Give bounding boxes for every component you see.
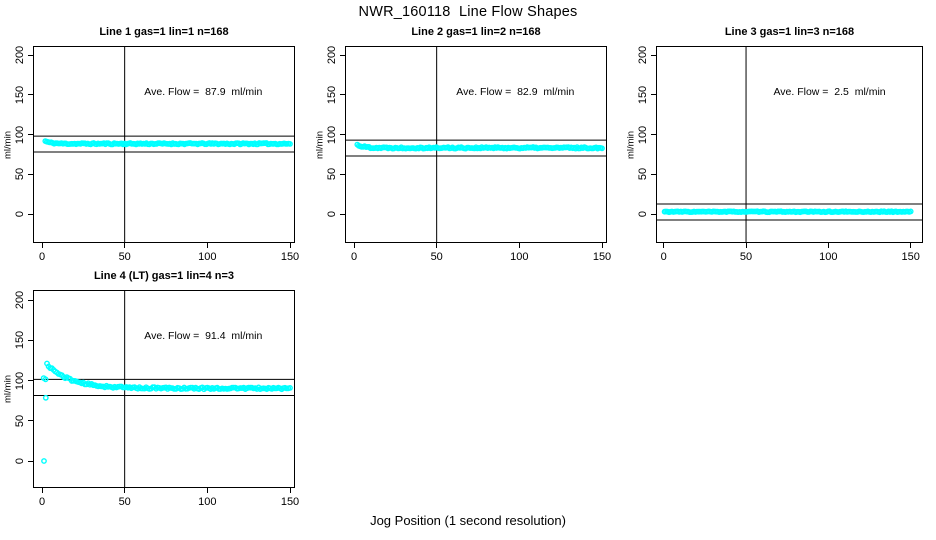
panel-line-4: Line 4 (LT) gas=1 lin=4 n=3 Ave. Flow = … xyxy=(3,270,300,508)
figure-title: NWR_160118 Line Flow Shapes xyxy=(358,4,578,20)
y-tick-mark xyxy=(651,173,656,175)
y-tick-label: 100 xyxy=(326,125,338,144)
x-tick-mark xyxy=(601,243,603,248)
y-tick-label: 200 xyxy=(14,45,26,65)
y-tick-label: 200 xyxy=(637,45,649,65)
panel-line-1: Line 1 gas=1 lin=1 n=168 Ave. Flow = 87.… xyxy=(3,26,300,263)
ave-flow-annotation: Ave. Flow = 82.9 ml/min xyxy=(456,86,575,98)
y-tick-label: 150 xyxy=(14,331,26,350)
y-tick-label: 150 xyxy=(637,85,649,104)
x-tick-label: 100 xyxy=(510,251,529,263)
ave-flow-annotation: Ave. Flow = 87.9 ml/min xyxy=(144,86,263,98)
scatter-plot-line-1 xyxy=(33,46,295,243)
y-tick-label: 200 xyxy=(14,290,26,310)
x-tick-label: 100 xyxy=(198,496,217,508)
x-tick-label: 0 xyxy=(38,251,46,263)
panel-title: Line 2 gas=1 lin=2 n=168 xyxy=(411,26,541,38)
scatter-plot-line-3 xyxy=(656,46,923,243)
y-tick-mark xyxy=(651,134,656,135)
x-tick-label: 150 xyxy=(592,251,612,263)
x-tick-mark xyxy=(745,243,747,248)
y-tick-mark xyxy=(28,54,33,56)
panel-title: Line 1 gas=1 lin=1 n=168 xyxy=(99,26,229,38)
x-tick-mark xyxy=(206,488,208,493)
y-tick-mark xyxy=(340,54,345,56)
y-tick-mark xyxy=(28,173,33,175)
y-axis-label: ml/min xyxy=(314,130,326,159)
y-tick-label: 50 xyxy=(14,414,26,427)
ave-flow-annotation: Ave. Flow = 91.4 ml/min xyxy=(144,330,263,342)
x-tick-label: 50 xyxy=(430,251,443,263)
x-tick-mark xyxy=(827,243,829,248)
x-tick-mark xyxy=(663,243,665,248)
y-tick-mark xyxy=(28,380,33,381)
x-tick-mark xyxy=(353,243,355,248)
y-tick-mark xyxy=(340,94,345,96)
x-tick-label: 150 xyxy=(280,251,300,263)
y-tick-label: 200 xyxy=(326,45,338,65)
x-tick-label: 0 xyxy=(38,496,46,508)
scatter-plot-line-2 xyxy=(345,46,607,243)
y-tick-label: 0 xyxy=(14,210,26,218)
y-axis-label: ml/min xyxy=(625,130,637,159)
x-tick-mark xyxy=(289,243,291,248)
y-tick-mark xyxy=(651,94,656,96)
y-tick-mark xyxy=(28,94,33,96)
x-tick-label: 50 xyxy=(118,496,131,508)
y-tick-mark xyxy=(340,213,345,215)
y-tick-label: 150 xyxy=(326,85,338,104)
y-tick-mark xyxy=(28,213,33,215)
y-tick-label: 0 xyxy=(14,457,26,465)
y-tick-label: 50 xyxy=(14,168,26,181)
y-tick-mark xyxy=(651,213,656,215)
x-tick-label: 0 xyxy=(660,251,667,263)
panel-line-3: Line 3 gas=1 lin=3 n=168 Ave. Flow = 2.5… xyxy=(626,26,923,263)
x-tick-mark xyxy=(518,243,520,248)
y-tick-mark xyxy=(28,134,33,135)
x-tick-mark xyxy=(41,243,43,248)
y-tick-label: 150 xyxy=(14,85,26,104)
y-axis-label: ml/min xyxy=(2,375,14,403)
x-tick-label: 100 xyxy=(198,251,217,263)
y-tick-mark xyxy=(651,54,656,56)
y-tick-mark xyxy=(340,134,345,135)
x-tick-label: 150 xyxy=(280,496,300,508)
x-tick-mark xyxy=(124,243,126,248)
x-tick-mark xyxy=(41,488,43,493)
x-tick-label: 150 xyxy=(901,251,920,263)
y-tick-mark xyxy=(28,420,33,422)
scatter-plot-line-4 xyxy=(33,290,295,488)
y-tick-label: 50 xyxy=(326,168,338,181)
x-tick-mark xyxy=(124,488,126,493)
y-tick-label: 100 xyxy=(14,371,26,390)
y-tick-label: 50 xyxy=(637,168,649,181)
y-axis-label: ml/min xyxy=(2,130,14,159)
y-tick-label: 100 xyxy=(14,125,26,144)
x-axis-title: Jog Position (1 second resolution) xyxy=(370,513,566,528)
y-tick-mark xyxy=(28,339,33,341)
panel-title: Line 3 gas=1 lin=3 n=168 xyxy=(724,26,855,38)
x-tick-mark xyxy=(436,243,438,248)
y-tick-label: 0 xyxy=(326,210,338,218)
y-tick-mark xyxy=(28,299,33,301)
x-tick-mark xyxy=(289,488,291,493)
y-tick-label: 0 xyxy=(637,210,649,218)
panel-line-2: Line 2 gas=1 lin=2 n=168 Ave. Flow = 82.… xyxy=(315,26,612,263)
x-tick-mark xyxy=(910,243,912,248)
x-tick-label: 0 xyxy=(350,251,358,263)
x-tick-label: 50 xyxy=(118,251,131,263)
y-tick-label: 100 xyxy=(637,125,649,144)
y-tick-mark xyxy=(28,460,33,462)
x-tick-mark xyxy=(206,243,208,248)
x-tick-label: 100 xyxy=(819,251,838,263)
panel-title: Line 4 (LT) gas=1 lin=4 n=3 xyxy=(93,270,235,282)
x-tick-label: 50 xyxy=(739,251,753,263)
y-tick-mark xyxy=(340,173,345,175)
ave-flow-annotation: Ave. Flow = 2.5 ml/min xyxy=(773,86,886,98)
